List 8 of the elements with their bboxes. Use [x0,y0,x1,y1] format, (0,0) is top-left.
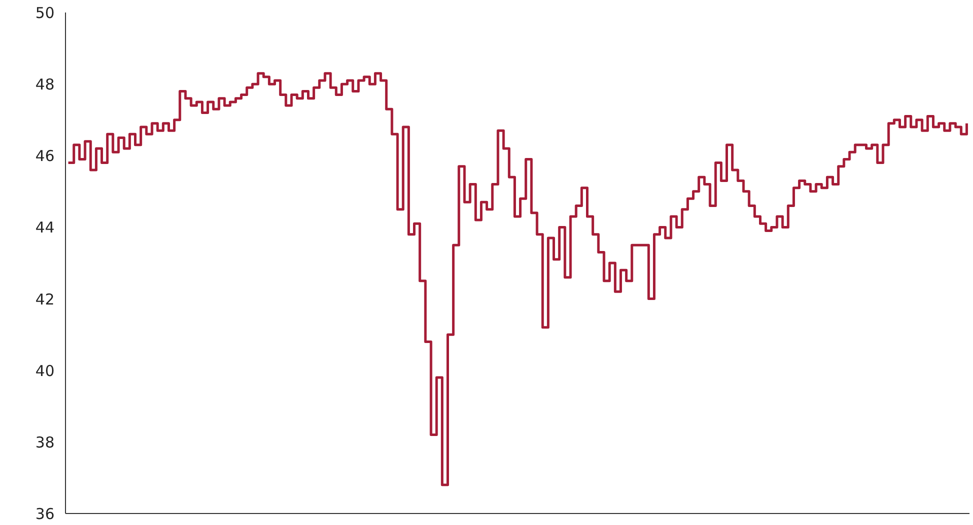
y-tick-label: 46 [35,147,55,166]
y-tick-label: 36 [35,505,55,523]
y-tick-label: 38 [35,433,55,452]
y-tick-label: 48 [35,76,55,94]
y-tick-label: 40 [35,362,55,380]
y-tick-label: 42 [35,290,55,308]
y-tick-label: 50 [35,4,55,22]
y-tick-label: 44 [35,218,55,237]
